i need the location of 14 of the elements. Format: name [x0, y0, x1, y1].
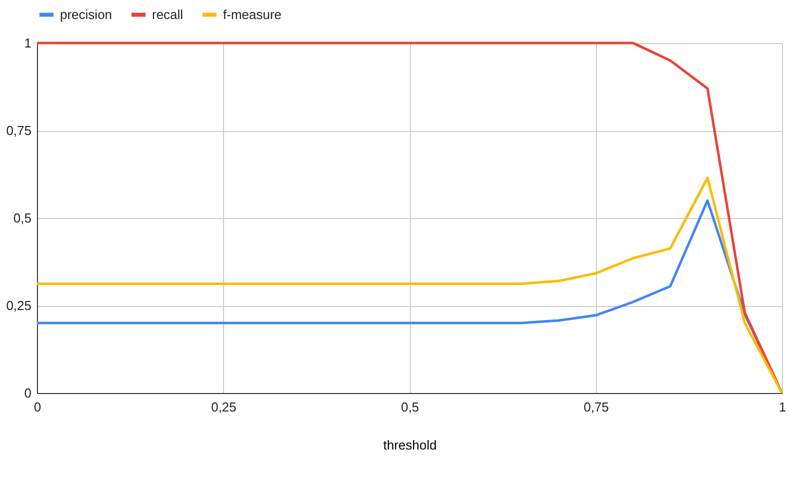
y-tick-label: 0	[24, 386, 32, 400]
x-tick-label: 0,75	[584, 400, 609, 414]
y-tick-label: 0,5	[13, 210, 32, 226]
legend-label: precision	[60, 6, 112, 22]
x-tick-label: 0	[34, 400, 42, 414]
x-tick-label: 0,25	[211, 400, 236, 414]
legend-label: recall	[152, 6, 184, 22]
y-tick-label: 0,25	[6, 298, 32, 313]
y-tick-label: 1	[24, 36, 32, 50]
x-tick-label: 0,5	[400, 400, 420, 414]
x-tick-label: 1	[778, 400, 786, 414]
x-axis-title: threshold	[383, 438, 437, 452]
legend-label: f-measure	[223, 6, 282, 22]
y-tick-label: 0,75	[6, 123, 32, 138]
